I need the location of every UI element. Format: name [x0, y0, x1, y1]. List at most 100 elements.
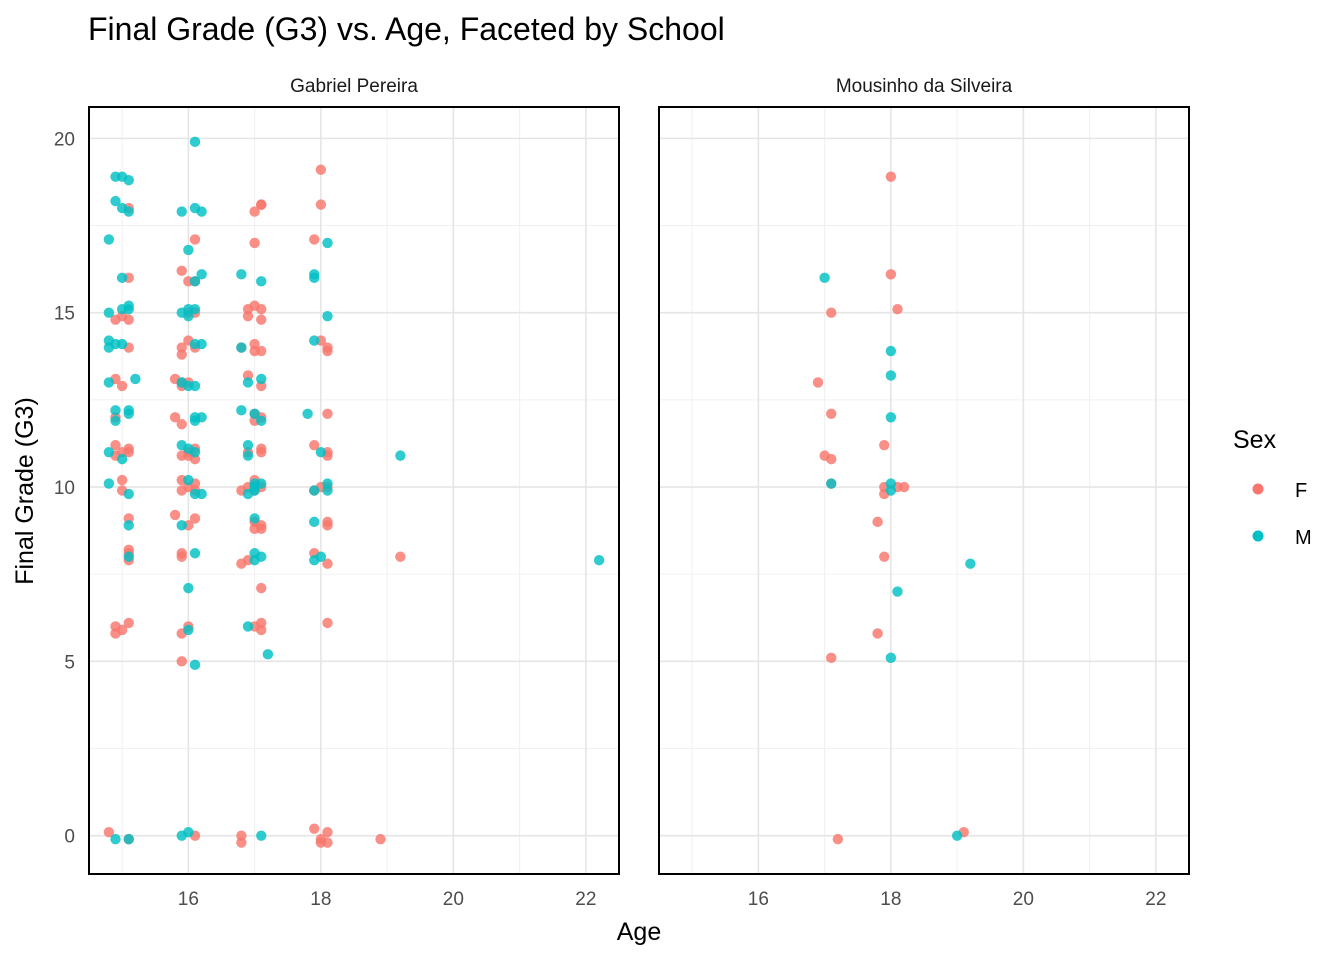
data-point	[110, 415, 121, 426]
data-point	[189, 513, 201, 524]
data-point	[123, 408, 134, 419]
data-point	[176, 485, 187, 496]
y-tick-label: 15	[54, 304, 75, 325]
data-point	[256, 523, 267, 535]
data-point	[169, 509, 181, 521]
data-point	[242, 450, 254, 461]
chart-title: Final Grade (G3) vs. Age, Faceted by Sch…	[88, 11, 725, 47]
y-tick-label: 20	[54, 129, 75, 150]
facet-panel-1: Mousinho da Silveira 16 18 20 22	[658, 76, 1190, 910]
data-point	[879, 439, 890, 451]
legend-label-m: M	[1295, 527, 1312, 549]
data-point	[322, 617, 333, 629]
x-tick-label: 20	[1013, 889, 1034, 910]
data-point	[130, 373, 141, 385]
data-point	[812, 377, 824, 388]
legend: Sex F M	[1233, 426, 1312, 549]
data-point	[189, 276, 201, 287]
data-point	[256, 304, 267, 315]
x-tick-label: 18	[880, 889, 901, 910]
data-point	[236, 342, 247, 353]
data-point	[236, 405, 247, 416]
data-point	[110, 833, 121, 845]
data-point	[309, 485, 320, 496]
data-point	[826, 478, 837, 489]
x-tick-label: 18	[310, 889, 331, 910]
data-point	[176, 656, 187, 667]
data-point	[196, 206, 207, 217]
data-point	[183, 474, 194, 486]
data-point	[116, 272, 128, 284]
data-point	[309, 234, 320, 245]
data-point	[249, 237, 260, 249]
data-point	[189, 446, 201, 458]
data-point	[832, 833, 844, 845]
data-point	[256, 582, 267, 594]
data-point	[123, 833, 134, 845]
data-point	[189, 304, 201, 315]
data-point	[395, 450, 406, 461]
data-point	[256, 830, 267, 841]
facet-panel-0: Gabriel Pereira 16 18 20 22 0 5 10 15 20	[54, 76, 620, 910]
panel-border	[658, 106, 1190, 875]
data-point	[256, 199, 267, 210]
data-point	[375, 833, 386, 845]
data-point	[116, 453, 128, 465]
data-point	[176, 265, 187, 277]
data-point	[103, 307, 115, 318]
data-point	[892, 304, 903, 315]
data-point	[189, 415, 201, 426]
data-point	[123, 551, 134, 562]
data-point	[242, 310, 254, 322]
data-point	[123, 206, 134, 217]
data-point	[176, 520, 187, 531]
data-point	[315, 837, 327, 848]
series-M	[103, 136, 605, 845]
y-axis-title: Final Grade (G3)	[11, 397, 39, 585]
data-point	[309, 335, 320, 346]
data-point	[309, 439, 320, 451]
data-point	[322, 558, 333, 569]
data-point	[322, 310, 333, 322]
data-point	[819, 272, 830, 284]
data-point	[256, 276, 267, 287]
data-point	[826, 453, 837, 465]
data-point	[116, 338, 128, 350]
data-point	[879, 551, 890, 562]
data-point	[242, 621, 254, 632]
data-point	[593, 555, 605, 566]
x-tick-label: 16	[178, 889, 199, 910]
data-point	[110, 405, 121, 416]
data-point	[183, 826, 194, 838]
data-point	[315, 199, 327, 210]
data-point	[196, 488, 207, 500]
data-point	[395, 551, 406, 562]
y-tick-label: 10	[54, 478, 75, 499]
data-point	[249, 555, 260, 566]
data-point	[885, 269, 897, 280]
data-point	[176, 349, 187, 360]
data-point	[256, 446, 267, 458]
data-point	[189, 659, 201, 671]
data-point	[892, 586, 903, 597]
legend-key-m	[1252, 530, 1264, 542]
x-axis-title: Age	[617, 918, 661, 946]
data-point	[123, 520, 134, 531]
data-point	[123, 488, 134, 500]
data-point	[872, 516, 883, 528]
data-point	[116, 624, 128, 636]
data-point	[256, 624, 267, 636]
data-point	[309, 516, 320, 528]
data-point	[110, 439, 121, 451]
data-point	[183, 582, 194, 594]
data-point	[885, 171, 897, 182]
data-point	[183, 310, 194, 322]
data-point	[322, 408, 333, 419]
data-point	[826, 307, 837, 318]
data-point	[898, 481, 910, 493]
data-point	[249, 206, 260, 217]
x-tick-label: 20	[443, 889, 464, 910]
y-tick-label: 5	[64, 652, 75, 673]
data-point	[951, 830, 963, 841]
data-point	[189, 548, 201, 559]
